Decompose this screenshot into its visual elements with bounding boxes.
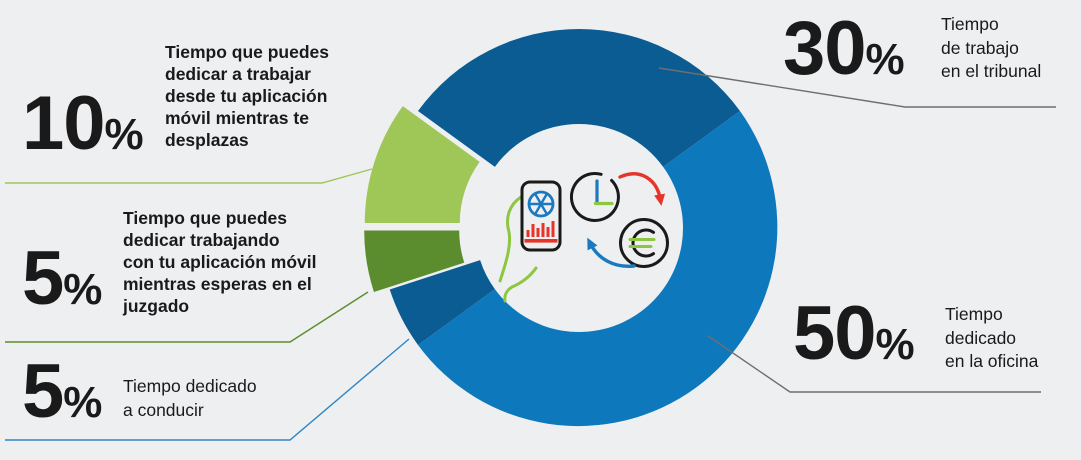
callout-waiting-value: 5% (22, 241, 102, 317)
leader-line-driving (5, 338, 410, 441)
clock-icon (569, 172, 620, 222)
blue-arrow-counterclockwise-icon (587, 237, 636, 268)
office-percent: 50 (793, 291, 877, 376)
leader-lines (5, 67, 1056, 441)
waiting-percent: 5 (22, 236, 64, 321)
donut-segment-0 (418, 29, 740, 167)
hand-holding-phone-icon (498, 180, 562, 303)
callout-office-value: 50% (793, 296, 915, 372)
leader-line-office (707, 335, 1041, 393)
donut-segment-3 (364, 230, 465, 292)
court-percent: 30 (783, 6, 867, 91)
donut-segment-4 (364, 106, 480, 224)
moving-percent: 10 (22, 81, 106, 166)
percent-sign: % (63, 265, 103, 314)
callout-office-label: Tiempo dedicado en la oficina (945, 304, 1039, 371)
center-pictogram (498, 172, 669, 303)
donut-segment-2 (389, 260, 495, 345)
callout-driving-label: Tiempo dedicado a conducir (123, 376, 257, 420)
percent-sign: % (104, 110, 144, 159)
callout-moving-label: Tiempo que puedes dedicar a trabajar des… (165, 42, 330, 150)
bar-chart-icon (524, 221, 558, 243)
percent-sign: % (875, 320, 915, 369)
donut-segments (364, 29, 778, 427)
callout-driving-value: 5% (22, 354, 102, 430)
callout-court-value: 30% (783, 11, 905, 87)
leader-line-moving (5, 168, 373, 184)
leader-line-waiting (5, 291, 369, 343)
donut-segment-1 (418, 111, 778, 427)
red-arrow-clockwise-icon (618, 172, 666, 206)
leader-line-court (658, 67, 1056, 108)
phone-icon (520, 180, 562, 252)
percent-sign: % (865, 35, 905, 84)
euro-coin-icon (619, 218, 669, 268)
percent-sign: % (63, 378, 103, 427)
driving-percent: 5 (22, 349, 64, 434)
callout-waiting-label: Tiempo que puedes dedicar trabajando con… (123, 208, 317, 316)
pie-chart-icon (527, 190, 555, 218)
callout-court-label: Tiempo de trabajo en el tribunal (941, 14, 1042, 81)
callout-moving-value: 10% (22, 86, 144, 162)
